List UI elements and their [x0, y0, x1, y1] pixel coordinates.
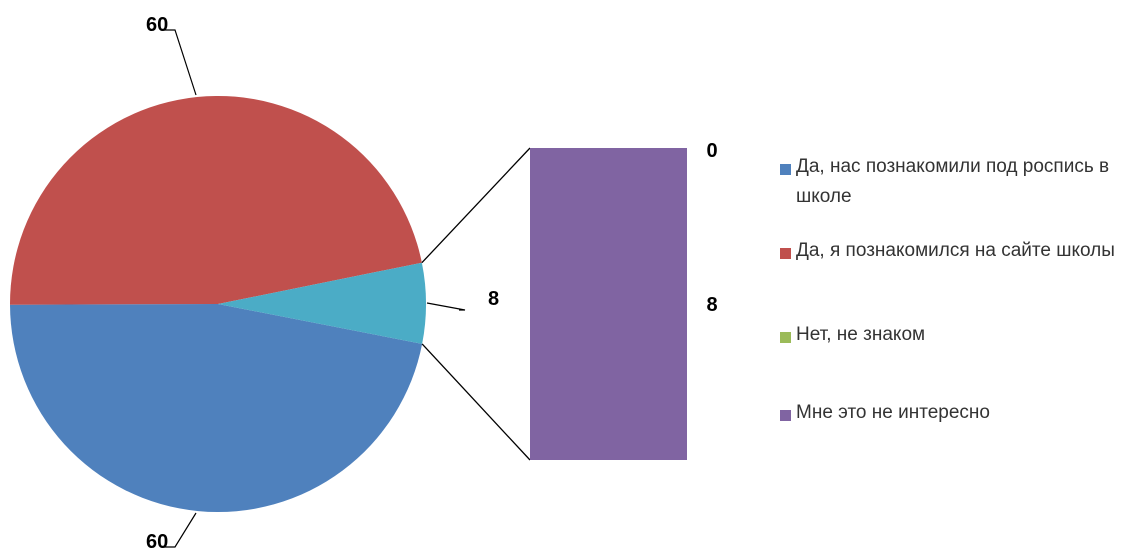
pie-slice [9, 95, 422, 305]
data-label: 60 [146, 14, 168, 36]
pie [9, 95, 427, 513]
pie-slice [218, 262, 427, 344]
pie-slice [10, 304, 423, 513]
legend-swatch [780, 248, 791, 259]
legend-label: Нет, не знаком [796, 324, 926, 345]
legend-swatch [780, 410, 791, 421]
legend-label: Мне это не интересно [796, 402, 990, 423]
legend-item: Нет, не знаком [780, 324, 1116, 350]
leader-line [161, 512, 197, 548]
leader-line [161, 29, 197, 96]
legend-label: Да, я познакомился на сайте школы [796, 240, 1115, 261]
legend-swatch [780, 332, 791, 343]
data-label: 8 [488, 288, 499, 310]
connector-lines [421, 147, 531, 461]
bar-data-label: 0 [706, 140, 717, 162]
data-labels: 60 60 8 0 8 [146, 14, 718, 553]
leader-line [426, 302, 466, 311]
legend-item: Да, я познакомился на сайте школы [780, 240, 1116, 266]
legend-swatch [780, 164, 791, 175]
bar-data-label: 8 [706, 294, 717, 316]
data-label: 60 [146, 531, 168, 553]
bar-segment [530, 148, 687, 460]
legend-label: Да, нас познакомили под роспись в школе [796, 156, 1110, 207]
connector-line [421, 147, 531, 264]
secondary-bar [530, 148, 687, 460]
legend-item: Да, нас познакомили под роспись в школе [780, 156, 1116, 212]
legend-item: Мне это не интересно [780, 402, 1116, 428]
connector-line [421, 343, 531, 461]
